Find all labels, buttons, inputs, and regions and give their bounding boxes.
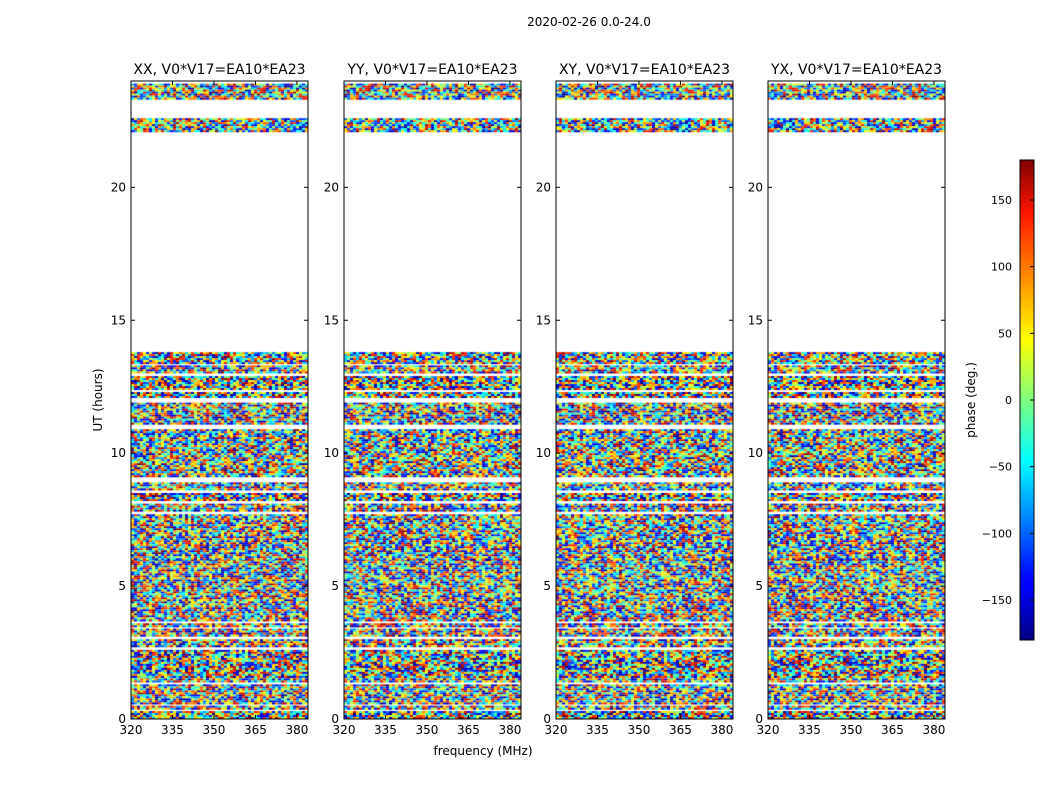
- y-tick-label: 10: [536, 446, 551, 460]
- y-tick-label: 15: [536, 313, 551, 327]
- y-tick-label: 20: [324, 180, 339, 194]
- y-axis-label: UT (hours): [91, 368, 105, 431]
- y-tick-label: 20: [748, 180, 763, 194]
- panel-4: YX, V0*V17=EA10*EA23 320 335 350 365 380 0 5 10 1…: [748, 62, 946, 737]
- x-tick-label: 380: [285, 723, 308, 737]
- y-tick-label: 0: [543, 712, 551, 726]
- x-tick-label: 320: [120, 723, 143, 737]
- y-tick-label: 5: [118, 579, 126, 593]
- x-tick-label: 350: [628, 723, 651, 737]
- x-tick-label: 365: [244, 723, 267, 737]
- y-tick-label: 20: [111, 180, 126, 194]
- y-tick-label: 15: [748, 313, 763, 327]
- panels: XX, V0*V17=EA10*EA23 320 335 350 365 380 0 5 10 1…: [111, 62, 946, 737]
- x-tick-label: 335: [586, 723, 609, 737]
- x-tick-label: 365: [881, 723, 904, 737]
- y-tick-label: 15: [111, 313, 126, 327]
- y-tick-label: 15: [324, 313, 339, 327]
- y-tick-label: 5: [331, 579, 339, 593]
- panel-title: YY, V0*V17=EA10*EA23: [346, 62, 517, 78]
- phase-heatmap: [556, 81, 733, 719]
- panel-title: XY, V0*V17=EA10*EA23: [559, 62, 730, 78]
- x-tick-label: 335: [374, 723, 397, 737]
- colorbar-label: phase (deg.): [964, 362, 978, 438]
- colorbar-tick-label: −100: [982, 527, 1012, 540]
- axes-frame: [767, 80, 946, 720]
- panel-2: YY, V0*V17=EA10*EA23 320 335 350 365 380 0 5 10 1…: [324, 62, 522, 737]
- y-tick-label: 20: [536, 180, 551, 194]
- figure-suptitle: 2020-02-26 0.0-24.0: [527, 15, 651, 29]
- y-tick-label: 10: [748, 446, 763, 460]
- x-tick-label: 350: [840, 723, 863, 737]
- panel-1: XX, V0*V17=EA10*EA23 320 335 350 365 380 0 5 10 1…: [111, 62, 309, 737]
- colorbar-tick-label: 50: [998, 327, 1012, 340]
- x-tick-label: 380: [922, 723, 945, 737]
- y-tick-label: 0: [118, 712, 126, 726]
- colorbar-tick-label: −150: [982, 594, 1012, 607]
- x-tick-label: 365: [457, 723, 480, 737]
- phase-heatmap: [768, 81, 945, 719]
- y-tick-label: 10: [111, 446, 126, 460]
- panel-title: XX, V0*V17=EA10*EA23: [133, 62, 305, 78]
- axes-frame: [343, 80, 522, 720]
- phase-heatmap: [131, 81, 308, 719]
- x-tick-label: 350: [416, 723, 439, 737]
- x-tick-label: 335: [161, 723, 184, 737]
- x-axis-label: frequency (MHz): [433, 744, 532, 758]
- colorbar-tick-label: 100: [991, 261, 1012, 274]
- x-tick-label: 320: [545, 723, 568, 737]
- x-tick-label: 365: [669, 723, 692, 737]
- x-tick-label: 350: [203, 723, 226, 737]
- axes-frame: [555, 80, 734, 720]
- colorbar-tick-label: 0: [1005, 394, 1012, 407]
- colorbar-tick-label: 150: [991, 194, 1012, 207]
- phase-heatmap: [344, 81, 521, 719]
- panel-3: XY, V0*V17=EA10*EA23 320 335 350 365 380 0 5 10 1…: [536, 62, 734, 737]
- x-tick-label: 320: [333, 723, 356, 737]
- y-tick-label: 10: [324, 446, 339, 460]
- y-tick-label: 5: [543, 579, 551, 593]
- y-tick-label: 5: [755, 579, 763, 593]
- panel-title: YX, V0*V17=EA10*EA23: [770, 62, 942, 78]
- y-tick-label: 0: [331, 712, 339, 726]
- colorbar: −150 −100 −50 0 50 100 150 phase (deg.): [964, 159, 1035, 641]
- x-tick-label: 380: [710, 723, 733, 737]
- colorbar-ticks: −150 −100 −50 0 50 100 150: [982, 194, 1034, 607]
- y-tick-label: 0: [755, 712, 763, 726]
- colorbar-tick-label: −50: [989, 461, 1012, 474]
- axes-frame: [130, 80, 309, 720]
- x-tick-label: 320: [757, 723, 780, 737]
- x-tick-label: 380: [498, 723, 521, 737]
- x-tick-label: 335: [798, 723, 821, 737]
